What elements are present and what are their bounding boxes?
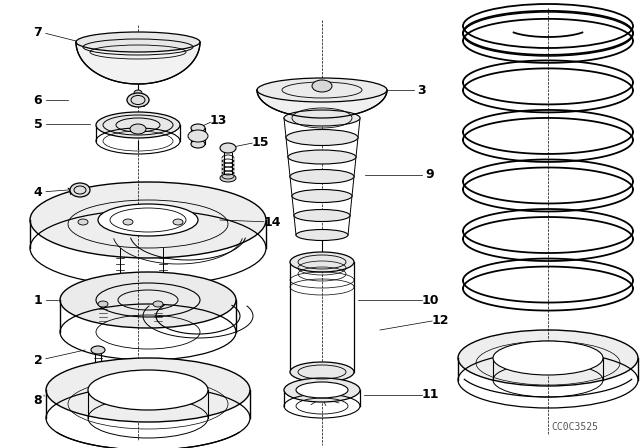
Ellipse shape [78, 219, 88, 225]
Ellipse shape [257, 78, 387, 102]
Ellipse shape [153, 301, 163, 307]
Text: 3: 3 [418, 83, 426, 96]
Text: 7: 7 [34, 26, 42, 39]
Ellipse shape [123, 219, 133, 225]
Ellipse shape [286, 129, 358, 146]
Ellipse shape [290, 252, 354, 272]
Ellipse shape [288, 150, 356, 164]
Polygon shape [257, 90, 387, 118]
Text: 6: 6 [34, 94, 42, 107]
Ellipse shape [284, 110, 360, 126]
Ellipse shape [292, 190, 352, 202]
Ellipse shape [98, 301, 108, 307]
Ellipse shape [312, 80, 332, 92]
Ellipse shape [458, 330, 638, 386]
Polygon shape [76, 42, 200, 84]
Ellipse shape [188, 130, 208, 142]
Ellipse shape [134, 90, 142, 96]
Ellipse shape [30, 182, 266, 258]
Ellipse shape [290, 169, 354, 184]
Ellipse shape [296, 382, 348, 398]
Text: 10: 10 [421, 293, 439, 306]
Text: 1: 1 [34, 293, 42, 306]
Text: 14: 14 [263, 215, 281, 228]
Text: 5: 5 [34, 117, 42, 130]
Ellipse shape [130, 124, 146, 134]
Text: 15: 15 [252, 135, 269, 148]
Ellipse shape [220, 143, 236, 153]
Ellipse shape [96, 112, 180, 138]
Ellipse shape [191, 124, 205, 132]
Text: 2: 2 [34, 353, 42, 366]
Ellipse shape [46, 358, 250, 422]
Ellipse shape [284, 378, 360, 402]
Text: CC0C3525: CC0C3525 [551, 422, 598, 432]
Text: 8: 8 [34, 393, 42, 406]
Text: 13: 13 [209, 113, 227, 126]
Ellipse shape [98, 204, 198, 236]
Text: 9: 9 [426, 168, 435, 181]
Ellipse shape [127, 93, 149, 107]
Text: 11: 11 [421, 388, 439, 401]
Ellipse shape [91, 371, 105, 379]
Text: 4: 4 [34, 185, 42, 198]
Ellipse shape [290, 362, 354, 382]
Ellipse shape [60, 272, 236, 328]
Ellipse shape [220, 174, 236, 182]
Ellipse shape [91, 346, 105, 354]
Ellipse shape [173, 219, 183, 225]
Ellipse shape [296, 229, 348, 241]
Text: 12: 12 [431, 314, 449, 327]
Ellipse shape [493, 341, 603, 375]
Ellipse shape [70, 183, 90, 197]
Ellipse shape [76, 32, 200, 52]
Ellipse shape [294, 210, 350, 221]
Ellipse shape [191, 140, 205, 148]
Ellipse shape [88, 370, 208, 410]
